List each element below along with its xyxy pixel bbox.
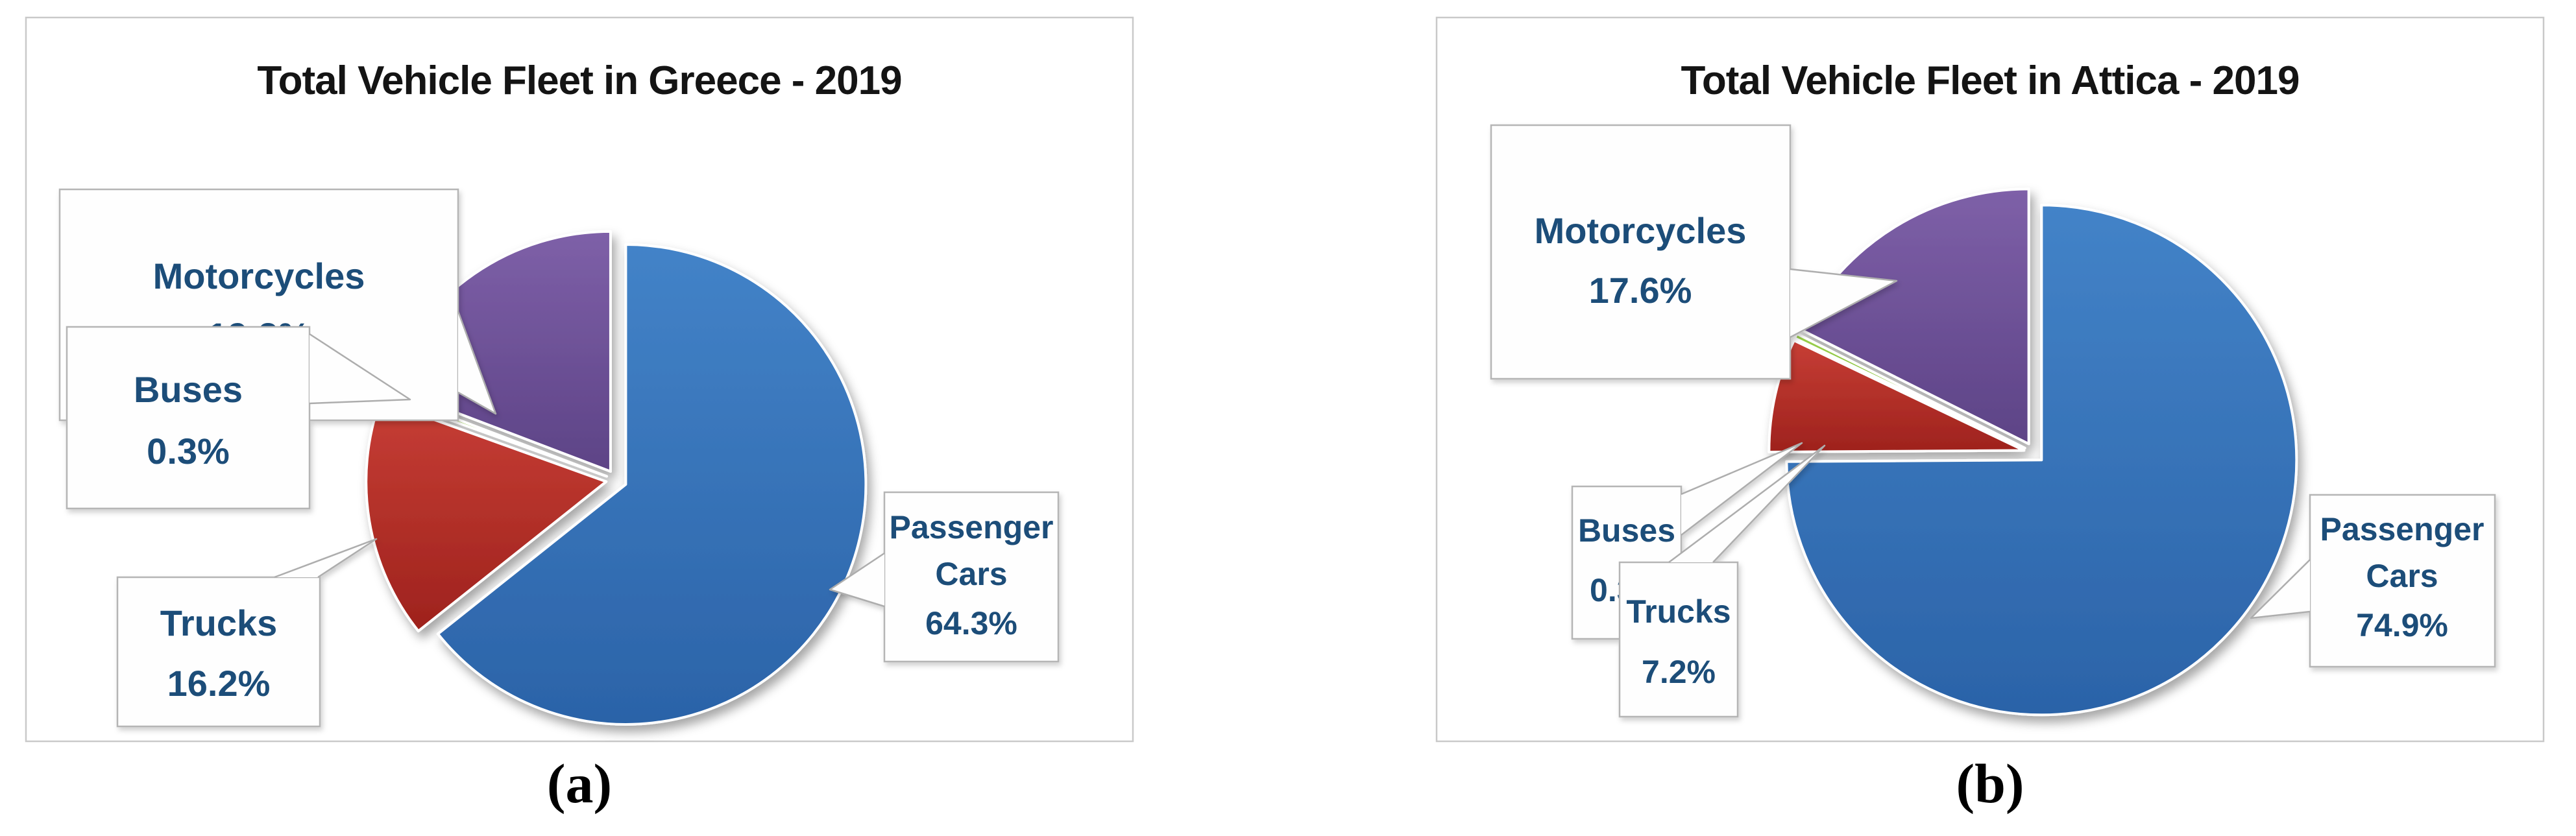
chart-panel-greece: Total Vehicle Fleet in Greece - 2019 Mot…: [25, 16, 1134, 743]
callout-label: Trucks: [1626, 593, 1731, 630]
callout-value: 0.3%: [147, 431, 230, 472]
chart-title: Total Vehicle Fleet in Greece - 2019: [257, 58, 901, 103]
callout-value: 7.2%: [1642, 654, 1716, 690]
callout-value: 64.3%: [925, 605, 1017, 641]
pie-slice-trucks: [365, 399, 608, 633]
callout-passenger-cars: Passenger Cars 74.9%: [2250, 494, 2496, 668]
callout-label-line2: Cars: [2366, 558, 2438, 594]
callout-label: Buses: [1578, 512, 1675, 549]
chart-panel-attica: Total Vehicle Fleet in Attica - 2019 Mot…: [1435, 16, 2545, 743]
pie-slice-trucks: [1768, 339, 2026, 453]
callouts: Motorcycles 17.6% Buses 0.3% Trucks 7.2%…: [1490, 124, 2496, 718]
subfigure-caption-a: (a): [546, 752, 613, 815]
pie-slices: [1768, 187, 2298, 717]
subfigure-caption-b: (b): [1956, 752, 2024, 815]
callout-label: Motorcycles: [1535, 210, 1747, 251]
callout-passenger-cars: Passenger Cars 64.3%: [829, 491, 1060, 663]
pie-slice-passenger-cars: [1785, 204, 2298, 717]
callout-buses: Buses 0.3%: [66, 326, 411, 510]
callout-trucks: Trucks 16.2%: [116, 538, 378, 728]
callout-value: 74.9%: [2356, 607, 2448, 643]
callout-label-line2: Cars: [935, 556, 1007, 592]
chart-title: Total Vehicle Fleet in Attica - 2019: [1681, 58, 2300, 103]
callout-value: 17.6%: [1589, 270, 1692, 311]
callouts: Motorcycles 19.2% Buses 0.3% Trucks 16.2…: [58, 188, 1060, 728]
callout-motorcycles: Motorcycles 17.6%: [1490, 124, 1898, 380]
callout-label-line1: Passenger: [890, 509, 1054, 545]
callout-label: Buses: [134, 369, 243, 410]
pie-chart-attica: Total Vehicle Fleet in Attica - 2019 Mot…: [1435, 16, 2545, 743]
callout-label-line1: Passenger: [2320, 511, 2485, 547]
pie-slices: [365, 230, 868, 726]
callout-value: 16.2%: [167, 663, 271, 704]
callout-trucks: Trucks 7.2%: [1618, 444, 1826, 718]
callout-label: Trucks: [160, 603, 278, 643]
callout-label: Motorcycles: [153, 256, 365, 296]
pie-chart-greece: Total Vehicle Fleet in Greece - 2019 Mot…: [25, 16, 1134, 743]
